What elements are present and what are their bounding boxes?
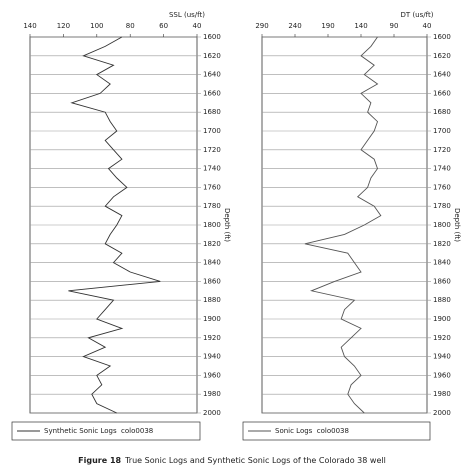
depth-tick-label: 1960 [433,371,451,379]
value-tick-label: 100 [90,22,103,30]
depth-tick-label: 1800 [203,221,221,229]
log-curve [304,36,382,414]
depth-tick-label: 1660 [433,89,451,97]
depth-tick-label: 1960 [203,371,221,379]
value-tick-label: 90 [390,22,399,30]
value-tick-label: 290 [255,22,268,30]
depth-tick-label: 1680 [203,108,221,116]
depth-tick-label: 1900 [433,315,451,323]
depth-tick-label: 1720 [203,146,221,154]
depth-tick-label: 2000 [203,409,221,417]
depth-tick-label: 1780 [433,202,451,210]
depth-tick-label: 1980 [433,390,451,398]
value-tick-label: 140 [23,22,36,30]
depth-tick-label: 1620 [433,52,451,60]
depth-tick-label: 1840 [433,259,451,267]
value-tick-label: 80 [126,22,135,30]
depth-tick-label: 1820 [433,240,451,248]
depth-tick-label: 1900 [203,315,221,323]
depth-axis-title: Depth (ft) [223,208,231,242]
value-tick-label: 120 [57,22,70,30]
depth-tick-label: 1880 [433,296,451,304]
depth-tick-label: 1640 [203,71,221,79]
depth-tick-label: 1620 [203,52,221,60]
legend-box [242,421,431,441]
depth-tick-label: 1720 [433,146,451,154]
value-tick-label: 60 [159,22,168,30]
depth-tick-label: 1740 [203,165,221,173]
value-axis-title: DT (us/ft) [401,11,434,19]
figure-label: Figure 18 [78,456,121,465]
depth-tick-label: 1860 [203,277,221,285]
depth-tick-label: 1700 [433,127,451,135]
depth-tick-label: 1920 [433,334,451,342]
caption: True Sonic Logs and Synthetic Sonic Logs… [124,456,386,465]
depth-tick-label: 1760 [203,183,221,191]
depth-tick-label: 1600 [433,33,451,41]
legend-box [11,421,201,441]
caption-wrap: Figure 18 True Sonic Logs and Synthetic S… [78,456,386,465]
value-tick-label: 40 [423,22,432,30]
value-tick-label: 190 [321,22,334,30]
depth-tick-label: 2000 [433,409,451,417]
value-tick-label: 240 [288,22,301,30]
value-tick-label: 40 [193,22,202,30]
legend-label: Sonic Logs colo0038 [275,427,349,435]
depth-tick-label: 1600 [203,33,221,41]
depth-tick-label: 1780 [203,202,221,210]
depth-tick-label: 1840 [203,259,221,267]
depth-tick-label: 1760 [433,183,451,191]
value-axis-title: SSL (us/ft) [169,11,205,19]
log-curve [68,36,161,414]
depth-tick-label: 1860 [433,277,451,285]
depth-axis-title: Depth (ft) [453,208,461,242]
legend-label: Synthetic Sonic Logs colo0038 [44,427,153,435]
depth-tick-label: 1940 [433,353,451,361]
depth-tick-label: 1920 [203,334,221,342]
depth-tick-label: 1740 [433,165,451,173]
depth-tick-label: 1680 [433,108,451,116]
depth-tick-label: 1640 [433,71,451,79]
value-tick-label: 140 [354,22,367,30]
depth-tick-label: 1980 [203,390,221,398]
depth-tick-label: 1700 [203,127,221,135]
depth-tick-label: 1820 [203,240,221,248]
depth-tick-label: 1880 [203,296,221,304]
depth-tick-label: 1940 [203,353,221,361]
depth-tick-label: 1800 [433,221,451,229]
depth-tick-label: 1660 [203,89,221,97]
